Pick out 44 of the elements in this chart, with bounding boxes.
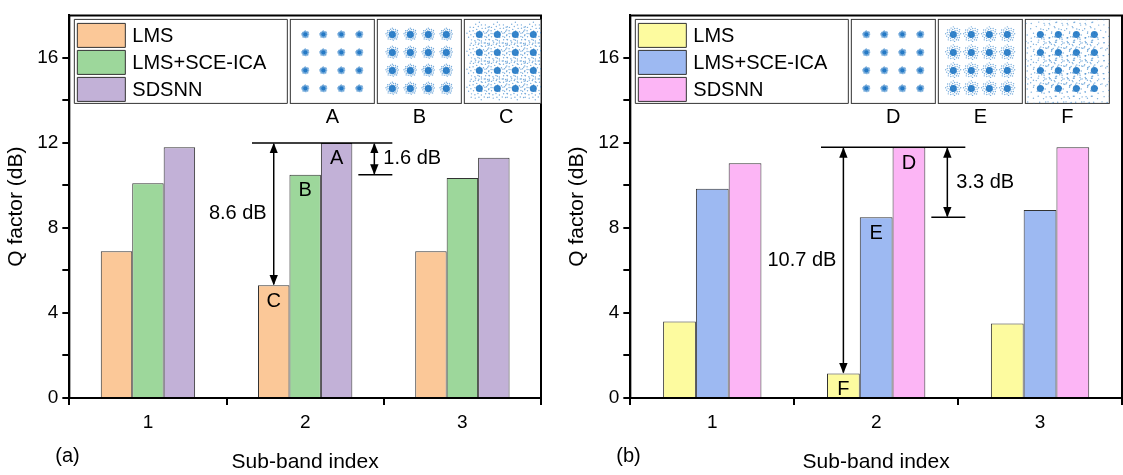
x-tick-label: 3 bbox=[1034, 410, 1046, 432]
legend-label: LMS+SCE-ICA bbox=[132, 50, 267, 73]
y-tick-label: 0 bbox=[47, 386, 59, 408]
annotation: D bbox=[886, 105, 901, 128]
y-tick-label: 4 bbox=[47, 301, 59, 323]
legend-label: LMS+SCE-ICA bbox=[693, 50, 828, 73]
x-tick-label: 2 bbox=[870, 410, 882, 432]
y-tick-label: 8 bbox=[608, 216, 620, 238]
legend-label: LMS bbox=[693, 23, 735, 46]
y-tick-label: 12 bbox=[598, 131, 620, 153]
x-tick-label: 1 bbox=[142, 410, 154, 432]
annotation: C bbox=[499, 105, 514, 128]
annotation: E bbox=[973, 105, 988, 128]
annotation: B bbox=[412, 105, 427, 128]
data-label: B bbox=[298, 178, 312, 201]
x-tick-label: 1 bbox=[706, 410, 718, 432]
y-tick-label: 16 bbox=[598, 46, 620, 68]
x-axis-title: Sub-band index bbox=[231, 449, 380, 473]
annotation: 10.7 dB bbox=[767, 247, 837, 270]
legend-label: SDSNN bbox=[693, 77, 764, 100]
y-tick-label: 0 bbox=[608, 386, 620, 408]
y-tick-label: 8 bbox=[47, 216, 59, 238]
x-tick-label: 3 bbox=[457, 410, 468, 432]
data-label: A bbox=[329, 146, 344, 169]
annotation: A bbox=[325, 105, 340, 128]
text: (b) bbox=[616, 444, 641, 467]
data-label: F bbox=[837, 377, 850, 400]
y-tick-label: 16 bbox=[37, 46, 59, 68]
annotation: 1.6 dB bbox=[383, 146, 442, 169]
y-tick-label: 12 bbox=[37, 131, 59, 153]
text: (a) bbox=[55, 444, 80, 467]
legend-label: SDSNN bbox=[132, 77, 203, 100]
legend-label: LMS bbox=[132, 23, 174, 46]
y-axis-title: Q factor (dB) bbox=[3, 146, 27, 267]
y-tick-label: 4 bbox=[608, 301, 620, 323]
y-axis-title: Q factor (dB) bbox=[564, 146, 588, 267]
data-label: C bbox=[266, 288, 281, 311]
annotation: 3.3 dB bbox=[956, 169, 1015, 192]
data-label: D bbox=[901, 150, 917, 173]
annotation: 8.6 dB bbox=[208, 201, 267, 224]
annotation: F bbox=[1061, 105, 1074, 128]
x-tick-label: 2 bbox=[299, 410, 311, 432]
x-axis-title: Sub-band index bbox=[802, 449, 951, 473]
data-label: E bbox=[869, 220, 883, 243]
